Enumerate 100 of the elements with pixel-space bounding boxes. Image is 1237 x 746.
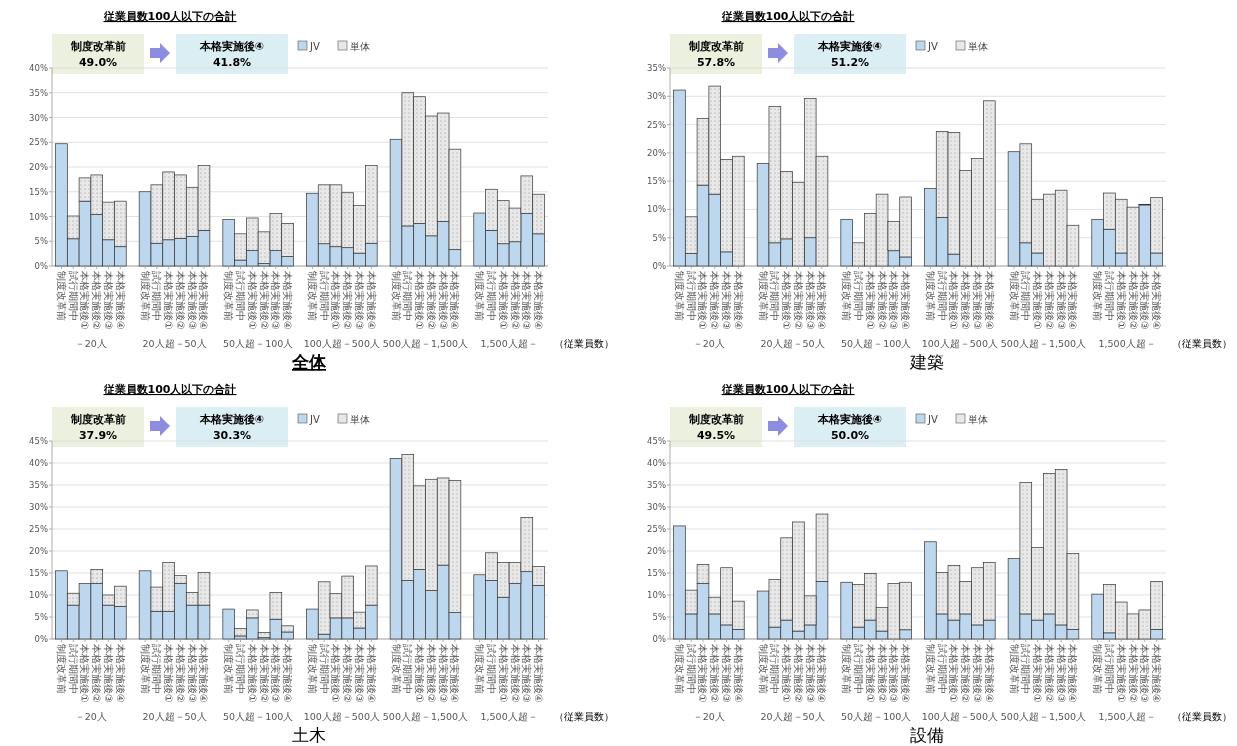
x-tick-label: 本格実施後① bbox=[1032, 644, 1044, 703]
y-tick-label: 10% bbox=[647, 590, 666, 600]
x-tick-label: 制度改革前 bbox=[223, 644, 235, 694]
annotation: 37.9% bbox=[78, 429, 118, 442]
y-tick-label: 40% bbox=[29, 458, 48, 468]
x-tick-label: 本格実施後① bbox=[330, 271, 342, 330]
x-tick-label: 本格実施後② bbox=[509, 271, 521, 330]
x-tick-label: 本格実施後② bbox=[876, 644, 888, 703]
text: 土木 bbox=[292, 725, 326, 745]
y-tick-label: 40% bbox=[29, 63, 48, 73]
x-tick-label: 試行期間中 bbox=[685, 644, 697, 694]
annotation: 49.5% bbox=[696, 429, 736, 442]
x-tick-label: 制度改革前 bbox=[841, 271, 853, 321]
x-tick-label: 本格実施後④ bbox=[533, 271, 545, 330]
text: 設備 bbox=[910, 725, 944, 745]
x-tick-label: 試行期間中 bbox=[485, 271, 497, 321]
text: 100人超－500人 bbox=[303, 338, 380, 349]
x-tick-label: 本格実施後④ bbox=[533, 644, 545, 703]
text: 20人超－50人 bbox=[142, 338, 207, 349]
summary-box: 本格実施後④ 30.3% bbox=[176, 407, 288, 447]
x-tick-label: 本格実施後③ bbox=[270, 644, 282, 703]
legend-label: 単体 bbox=[350, 41, 370, 52]
summary-box: 制度改革前 49.5% bbox=[670, 407, 762, 447]
x-tick-label: 試行期間中 bbox=[1103, 271, 1115, 321]
x-tick-label: 試行期間中 bbox=[235, 644, 246, 694]
y-tick-label: 0% bbox=[34, 634, 48, 644]
x-tick-label: 制度改革前 bbox=[139, 271, 151, 321]
y-tick-label: 20% bbox=[647, 546, 666, 556]
y-tick-label: 30% bbox=[29, 502, 48, 512]
x-tick-label: 本格実施後① bbox=[1032, 271, 1044, 330]
x-tick-label: 本格実施後① bbox=[497, 271, 509, 330]
y-tick-label: 25% bbox=[29, 137, 48, 148]
x-tick-label: 本格実施後④ bbox=[282, 271, 294, 330]
x-tick-label: 本格実施後① bbox=[163, 271, 175, 330]
x-tick-label: 本格実施後④ bbox=[983, 644, 995, 703]
x-tick-label: 制度改革前 bbox=[223, 271, 235, 321]
x-tick-label: 本格実施後② bbox=[425, 644, 437, 703]
text: 50人超－100人 bbox=[841, 338, 912, 349]
text: 建築 bbox=[909, 352, 944, 372]
y-tick-label: 25% bbox=[647, 524, 666, 534]
annotation: 41.8% bbox=[212, 56, 252, 69]
x-tick-label: 制度改革前 bbox=[1092, 644, 1104, 694]
x-tick-label: 試行期間中 bbox=[67, 644, 79, 694]
text: 500人超－1,500人 bbox=[1000, 711, 1087, 722]
x-tick-label: 本格実施後④ bbox=[816, 644, 828, 703]
summary-box: 本格実施後④ 41.8% bbox=[176, 34, 288, 74]
text: 100人超－500人 bbox=[921, 711, 998, 722]
chart-title: 従業員数100人以下の合計 bbox=[102, 383, 237, 396]
y-tick-label: 0% bbox=[652, 634, 666, 644]
x-tick-label: 本格実施後① bbox=[414, 271, 426, 330]
x-tick-label: 本格実施後③ bbox=[1139, 644, 1151, 703]
text: －20人 bbox=[74, 711, 107, 722]
x-tick-label: 本格実施後③ bbox=[804, 644, 816, 703]
y-tick-label: 35% bbox=[29, 87, 48, 98]
x-tick-label: 制度改革前 bbox=[1008, 644, 1020, 694]
x-tick-label: 本格実施後③ bbox=[804, 271, 816, 330]
x-tick-label: 試行期間中 bbox=[769, 271, 781, 321]
x-tick-label: 本格実施後② bbox=[174, 644, 186, 703]
y-tick-label: 30% bbox=[29, 112, 48, 123]
x-tick-label: 試行期間中 bbox=[485, 644, 497, 694]
x-tick-label: 本格実施後③ bbox=[354, 271, 365, 330]
x-tick-label: 本格実施後② bbox=[960, 644, 972, 703]
x-tick-label: 本格実施後③ bbox=[186, 644, 198, 703]
x-tick-label: 制度改革前 bbox=[1092, 271, 1104, 321]
y-tick-label: 15% bbox=[647, 176, 666, 187]
x-tick-label: 本格実施後④ bbox=[114, 271, 126, 330]
text: 1,500人超－ bbox=[480, 711, 538, 722]
x-tick-label: 本格実施後② bbox=[91, 644, 103, 703]
y-tick-label: 10% bbox=[29, 211, 48, 222]
x-tick-label: 本格実施後② bbox=[425, 271, 437, 330]
x-tick-label: 試行期間中 bbox=[318, 644, 330, 694]
x-tick-label: 制度改革前 bbox=[757, 644, 769, 694]
legend-label: JV bbox=[927, 414, 938, 425]
x-tick-label: 本格実施後① bbox=[79, 644, 91, 703]
x-tick-label: 本格実施後① bbox=[948, 271, 960, 330]
x-tick-label: 本格実施後① bbox=[781, 271, 793, 330]
x-tick-label: 制度改革前 bbox=[139, 644, 151, 694]
x-tick-label: 本格実施後① bbox=[330, 644, 342, 703]
annotation: 51.2% bbox=[830, 56, 870, 69]
x-tick-label: 本格実施後① bbox=[864, 644, 876, 703]
x-tick-label: 本格実施後② bbox=[1127, 644, 1139, 703]
x-tick-label: 本格実施後④ bbox=[1151, 271, 1163, 330]
x-tick-label: 制度改革前 bbox=[924, 271, 936, 321]
x-tick-label: 本格実施後② bbox=[876, 271, 888, 330]
text: －20人 bbox=[692, 338, 725, 349]
text: 1,500人超－ bbox=[1098, 338, 1156, 349]
y-tick-label: 5% bbox=[34, 612, 48, 622]
text: －20人 bbox=[692, 711, 725, 722]
x-tick-label: 本格実施後② bbox=[792, 644, 804, 703]
text: 50人超－100人 bbox=[841, 711, 912, 722]
x-tick-label: 本格実施後① bbox=[246, 271, 258, 330]
x-tick-label: 本格実施後③ bbox=[354, 644, 365, 703]
x-tick-label: 本格実施後③ bbox=[972, 644, 983, 703]
text: 20人超－50人 bbox=[760, 338, 825, 349]
x-tick-label: 試行期間中 bbox=[936, 644, 948, 694]
x-tick-label: 本格実施後③ bbox=[437, 644, 449, 703]
x-tick-label: 本格実施後④ bbox=[816, 271, 828, 330]
text: 100人超－500人 bbox=[921, 338, 998, 349]
x-axis-title: （従業員数） bbox=[1172, 711, 1232, 722]
x-axis-title: （従業員数） bbox=[554, 711, 614, 722]
